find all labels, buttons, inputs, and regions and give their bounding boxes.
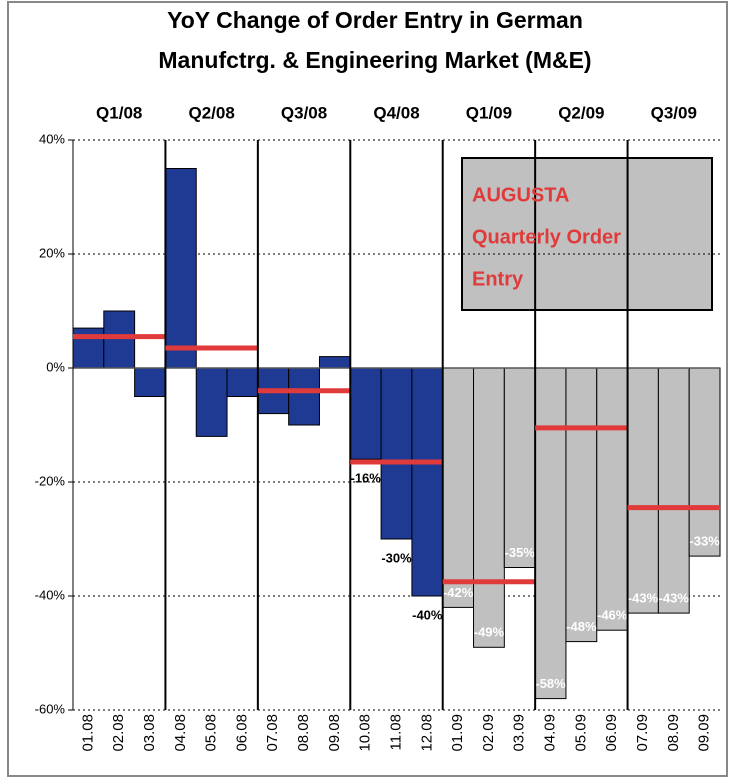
data-label: -49% (474, 625, 505, 640)
bar (503, 367, 536, 568)
quarter-label: Q1/08 (96, 103, 142, 122)
x-tick-label: 09.09 (696, 714, 713, 752)
x-tick-label: 07.09 (634, 714, 651, 752)
bar (72, 327, 105, 369)
bar (473, 367, 505, 648)
quarter-label: Q3/09 (651, 103, 697, 122)
data-label: -35% (505, 545, 536, 560)
x-tick-label: 11.08 (387, 714, 404, 750)
annotation-text: AUGUSTA (472, 184, 569, 206)
x-tick-label: 12.08 (418, 714, 435, 752)
bar (195, 367, 228, 437)
quarter-label: Q2/08 (188, 103, 234, 122)
bar (226, 367, 259, 397)
bar (164, 168, 197, 369)
x-tick-label: 09.08 (326, 714, 343, 752)
x-tick-label: 08.09 (665, 714, 682, 752)
data-label: -48% (566, 619, 597, 634)
bar (442, 367, 475, 608)
data-label: -42% (443, 585, 474, 600)
x-tick-label: 01.08 (79, 714, 96, 752)
y-tick-label: -60% (35, 701, 66, 716)
bar (288, 367, 320, 426)
data-label: -43% (659, 591, 690, 606)
annotation-text: Entry (472, 268, 524, 290)
bar (627, 367, 659, 614)
chart-title: Manufctrg. & Engineering Market (M&E) (158, 47, 591, 73)
y-tick-label: -20% (35, 473, 66, 488)
data-label: -33% (689, 534, 720, 549)
bar (380, 367, 413, 540)
x-tick-label: 10.08 (357, 714, 374, 752)
x-tick-label: 06.08 (233, 714, 250, 752)
annotation-box (461, 157, 713, 311)
quarter-label: Q1/09 (466, 103, 512, 122)
x-tick-label: 01.09 (449, 714, 466, 752)
bar (688, 367, 721, 557)
data-label: -30% (381, 550, 412, 565)
x-tick-label: 04.09 (542, 714, 559, 752)
quarter-label: Q2/09 (558, 103, 604, 122)
x-tick-label: 04.08 (172, 714, 189, 752)
x-tick-label: 02.08 (110, 714, 127, 752)
bar (534, 367, 567, 700)
bar (411, 367, 444, 597)
x-tick-label: 06.09 (603, 714, 620, 752)
annotation-text: Quarterly Order (472, 226, 621, 248)
y-tick-label: 0% (46, 359, 65, 374)
bar (318, 356, 351, 369)
x-tick-label: 05.09 (572, 714, 589, 752)
y-tick-label: -40% (35, 587, 66, 602)
bar (565, 367, 598, 643)
x-tick-label: 03.09 (511, 714, 528, 752)
bar (134, 367, 166, 397)
y-tick-label: 20% (39, 245, 65, 260)
bar (596, 367, 629, 631)
quarter-label: Q4/08 (373, 103, 419, 122)
bar (103, 310, 136, 369)
data-label: -43% (628, 591, 659, 606)
x-tick-label: 03.08 (141, 714, 158, 752)
x-tick-label: 02.09 (480, 714, 497, 752)
data-label: -40% (412, 607, 443, 622)
y-tick-label: 40% (39, 131, 65, 146)
chart-title: YoY Change of Order Entry in German (167, 7, 583, 33)
quarter-label: Q3/08 (281, 103, 327, 122)
x-tick-label: 07.08 (264, 714, 281, 752)
x-tick-label: 08.08 (295, 714, 312, 752)
x-tick-label: 05.08 (203, 714, 220, 752)
bar (657, 367, 690, 614)
bar (349, 367, 382, 460)
data-label: -16% (351, 471, 382, 486)
data-label: -46% (597, 608, 628, 623)
data-label: -58% (535, 676, 566, 691)
